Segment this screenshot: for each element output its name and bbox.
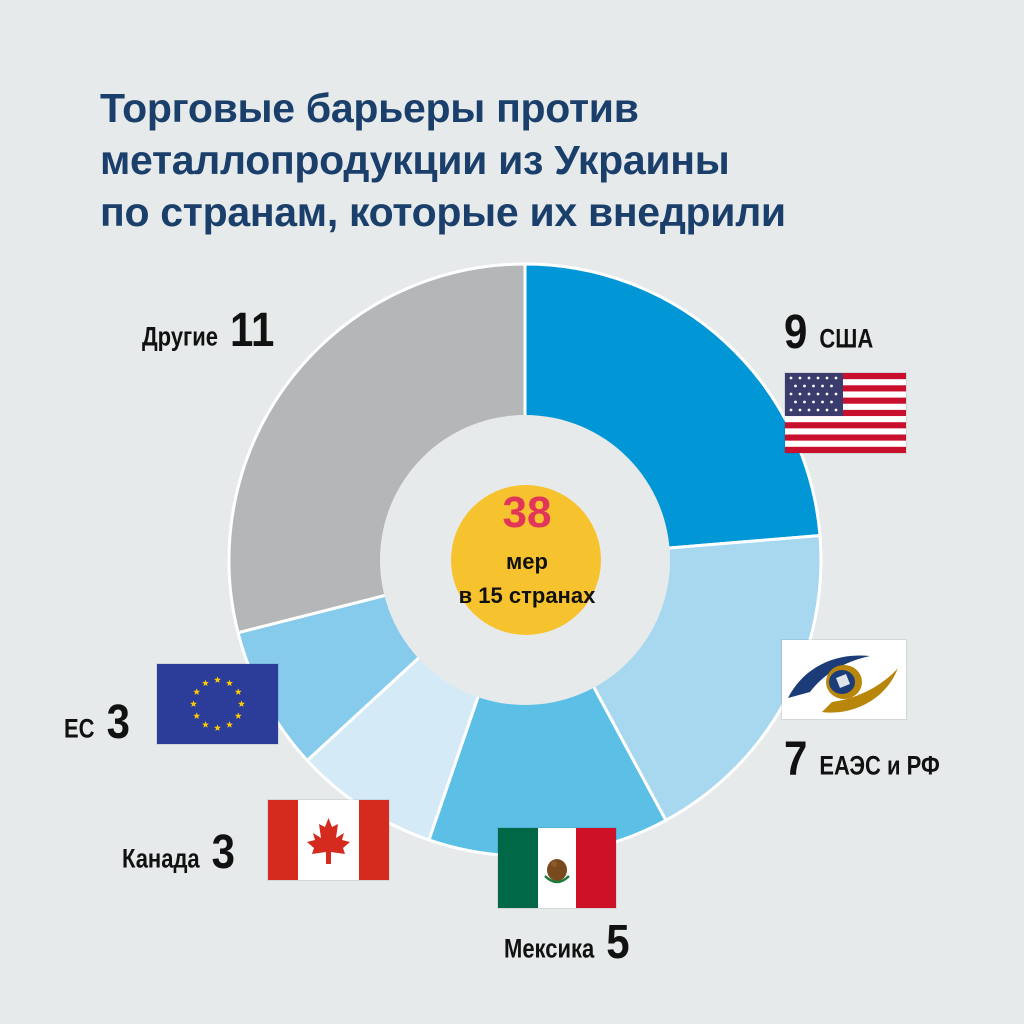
eu-star-icon bbox=[214, 676, 221, 683]
eu-flag-icon bbox=[157, 664, 278, 744]
value-canada: 3 bbox=[211, 824, 236, 879]
label-eaeu: 7 ЕАЭС и РФ bbox=[784, 731, 940, 785]
center-circle bbox=[451, 485, 601, 635]
eu-star-icon bbox=[193, 712, 201, 719]
eu-star-icon bbox=[202, 721, 209, 728]
value-mexico: 5 bbox=[606, 914, 630, 969]
canada-flag-icon bbox=[268, 800, 389, 880]
label-eu: ЕС 3 bbox=[64, 694, 130, 748]
mexico-flag-icon bbox=[498, 828, 616, 908]
eu-star-icon bbox=[226, 721, 233, 728]
name-canada: Канада bbox=[122, 843, 200, 874]
label-mexico: Мексика 5 bbox=[504, 914, 630, 968]
eu-star-icon bbox=[202, 679, 209, 687]
name-eaeu: ЕАЭС и РФ bbox=[819, 750, 940, 781]
eaeu-emblem-icon bbox=[782, 640, 906, 719]
eu-star-icon bbox=[234, 688, 242, 695]
chart-title: Торговые барьеры против металлопродукции… bbox=[100, 82, 920, 238]
name-eu: ЕС bbox=[64, 713, 95, 744]
eu-star-icon bbox=[234, 712, 242, 719]
title-line-3: по странам, которые их внедрили bbox=[100, 189, 786, 235]
center-caption-line-1: мер bbox=[506, 549, 548, 574]
center-caption: мер в 15 странах bbox=[400, 545, 654, 613]
center-total: 38 bbox=[502, 488, 552, 537]
title-line-1: Торговые барьеры против bbox=[100, 85, 639, 131]
eu-star-icon bbox=[214, 724, 221, 731]
eu-star-icon bbox=[226, 679, 233, 687]
eu-star-icon bbox=[193, 688, 201, 695]
eu-star-icon bbox=[238, 700, 245, 707]
label-canada: Канада 3 bbox=[122, 824, 235, 878]
title-line-2: металлопродукции из Украины bbox=[100, 137, 730, 183]
value-usa: 9 bbox=[784, 304, 808, 359]
value-eaeu: 7 bbox=[784, 731, 808, 786]
usa-flag-icon bbox=[785, 373, 906, 453]
value-others: 11 bbox=[229, 302, 275, 357]
value-eu: 3 bbox=[106, 694, 130, 749]
eu-star-icon bbox=[190, 700, 197, 707]
name-others: Другие bbox=[142, 321, 218, 352]
name-mexico: Мексика bbox=[504, 933, 595, 964]
center-caption-line-2: в 15 странах bbox=[458, 583, 596, 608]
label-others: Другие 11 bbox=[142, 302, 274, 356]
name-usa: США bbox=[819, 323, 874, 354]
label-usa: 9 США bbox=[784, 304, 874, 358]
